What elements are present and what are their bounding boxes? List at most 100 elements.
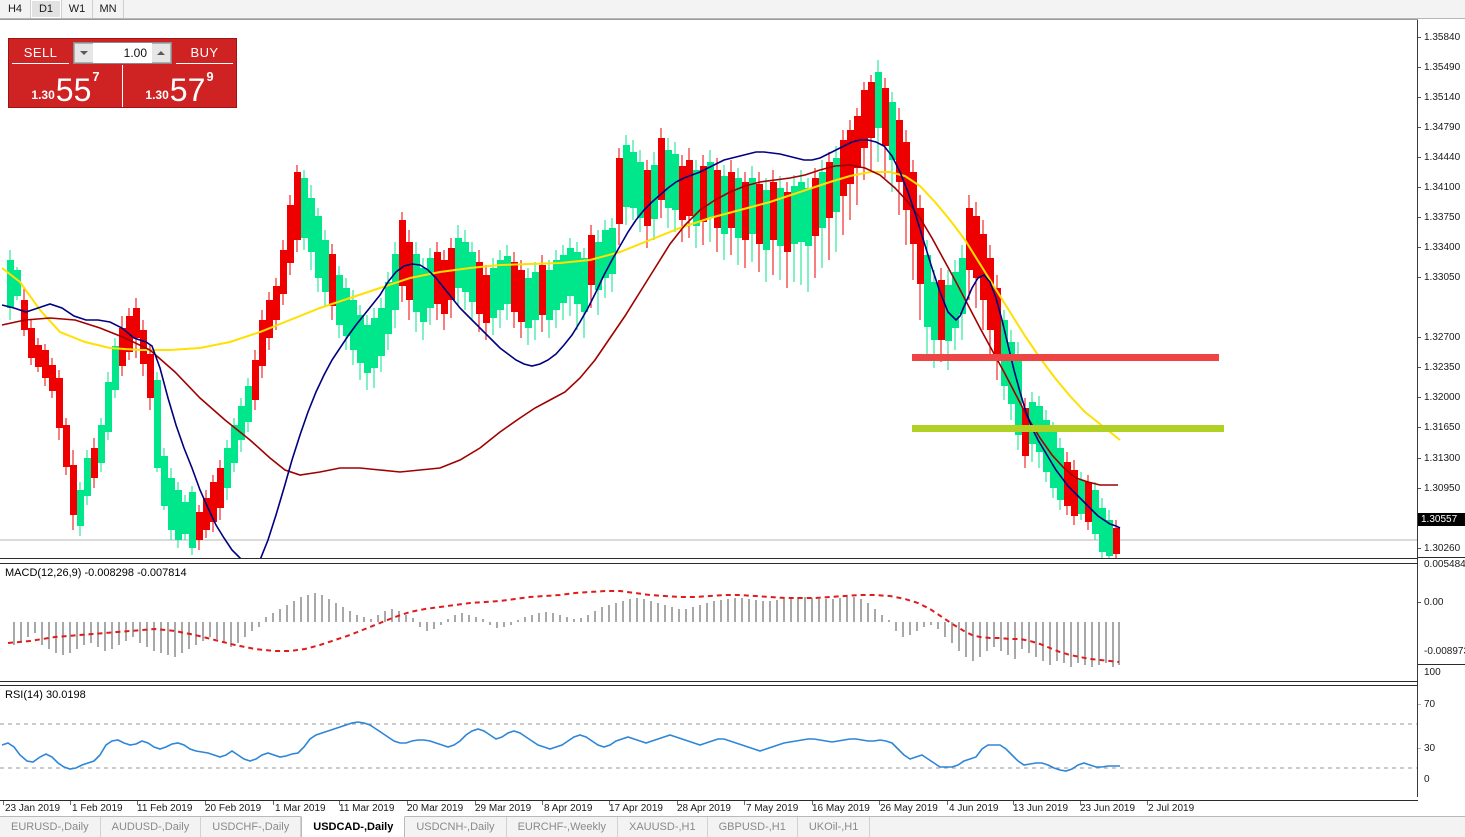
time-tick bbox=[879, 801, 880, 805]
candlestick-series bbox=[7, 60, 1120, 558]
timeframe-mn[interactable]: MN bbox=[93, 0, 124, 18]
rsi-scale[interactable]: 100 70 30 0 bbox=[1418, 666, 1465, 796]
sell-price[interactable]: 1.30 55 7 bbox=[9, 65, 123, 107]
scale-tick-dash bbox=[1418, 564, 1421, 565]
price-tick-label: 1.33750 bbox=[1424, 211, 1461, 223]
tab-xauusd-h1[interactable]: XAUUSD-,H1 bbox=[617, 817, 708, 837]
price-tick-label: 1.32000 bbox=[1424, 391, 1461, 403]
chevron-down-icon bbox=[80, 51, 88, 55]
time-axis: 23 Jan 2019 1 Feb 2019 11 Feb 2019 20 Fe… bbox=[0, 800, 1418, 816]
tab-usdcad-daily[interactable]: USDCAD-,Daily bbox=[301, 816, 406, 837]
price-tick-label: 1.30950 bbox=[1424, 482, 1461, 494]
price-chart-svg bbox=[0, 60, 1417, 558]
tab-usdchf-daily[interactable]: USDCHF-,Daily bbox=[201, 817, 302, 837]
scale-tick-dash bbox=[1418, 747, 1421, 749]
price-tick-label: 1.35140 bbox=[1424, 91, 1461, 103]
tab-eurusd-daily[interactable]: EURUSD-,Daily bbox=[0, 817, 101, 837]
volume-stepper[interactable]: 1.00 bbox=[73, 42, 172, 64]
tab-eurchf-weekly[interactable]: EURCHF-,Weekly bbox=[506, 817, 618, 837]
buy-price-base: 1.30 bbox=[145, 88, 169, 102]
tab-gbpusd-h1[interactable]: GBPUSD-,H1 bbox=[707, 817, 798, 837]
time-tick bbox=[407, 801, 408, 805]
time-label: 26 May 2019 bbox=[880, 803, 938, 814]
scale-tick-dash bbox=[1418, 96, 1421, 98]
time-label: 1 Mar 2019 bbox=[275, 803, 326, 814]
symbol-tabbar: EURUSD-,Daily AUDUSD-,Daily USDCHF-,Dail… bbox=[0, 816, 1465, 837]
timeframe-h4[interactable]: H4 bbox=[0, 0, 31, 18]
chart-frame: USDCAD-,Daily 1.30486 1.30588 1.30476 1.… bbox=[0, 19, 1465, 816]
plot-border bbox=[0, 20, 1418, 797]
scale-tick-dash bbox=[1418, 672, 1421, 673]
rsi-tick-label: 100 bbox=[1424, 666, 1441, 678]
scale-tick-dash bbox=[1418, 457, 1421, 459]
price-pane[interactable] bbox=[0, 20, 1417, 558]
scale-tick-dash bbox=[1418, 216, 1421, 218]
tab-audusd-daily[interactable]: AUDUSD-,Daily bbox=[100, 817, 202, 837]
buy-button[interactable]: BUY bbox=[176, 42, 233, 64]
price-tick-label: 1.33400 bbox=[1424, 241, 1461, 253]
scale-tick-dash bbox=[1418, 703, 1421, 705]
time-label: 13 Jun 2019 bbox=[1013, 803, 1069, 814]
time-tick bbox=[137, 801, 138, 805]
price-tick-label: 1.34100 bbox=[1424, 181, 1461, 193]
price-tick-label: 1.34790 bbox=[1424, 121, 1461, 133]
time-label: 11 Mar 2019 bbox=[339, 803, 395, 814]
time-tick bbox=[1013, 801, 1014, 805]
scale-tick-dash bbox=[1418, 66, 1421, 68]
time-label: 4 Jun 2019 bbox=[949, 803, 999, 814]
macd-signal-line bbox=[7, 590, 1120, 663]
volume-decrease-button[interactable] bbox=[74, 43, 93, 63]
price-tick-label: 1.30260 bbox=[1424, 542, 1461, 554]
scale-tick-dash bbox=[1418, 366, 1421, 368]
time-label: 16 May 2019 bbox=[812, 803, 870, 814]
price-tick-label: 1.35840 bbox=[1424, 31, 1461, 43]
tab-usdcnh-daily[interactable]: USDCNH-,Daily bbox=[405, 817, 507, 837]
timeframe-w1[interactable]: W1 bbox=[62, 0, 93, 18]
time-label: 28 Apr 2019 bbox=[677, 803, 731, 814]
sell-price-fraction: 7 bbox=[92, 69, 100, 84]
time-tick bbox=[3, 801, 4, 805]
scale-tick-dash bbox=[1418, 126, 1421, 128]
volume-increase-button[interactable] bbox=[152, 43, 171, 63]
time-label: 29 Mar 2019 bbox=[475, 803, 532, 814]
sell-price-big: 55 bbox=[55, 72, 92, 108]
time-tick bbox=[947, 801, 948, 805]
buy-price[interactable]: 1.30 57 9 bbox=[123, 65, 236, 107]
price-tick-label: 1.32700 bbox=[1424, 331, 1461, 343]
macd-pane[interactable]: MACD(12,26,9) -0.008298 -0.007814 bbox=[0, 565, 1417, 683]
timeframe-d1[interactable]: D1 bbox=[31, 0, 62, 18]
one-click-trading-panel[interactable]: SELL 1.00 BUY 1.30 55 7 1.30 57 9 bbox=[8, 38, 237, 108]
scale-tick-dash bbox=[1418, 396, 1421, 398]
scale-tick-dash bbox=[1418, 651, 1421, 652]
macd-tick-label: 0.00 bbox=[1424, 596, 1444, 608]
time-label: 20 Feb 2019 bbox=[205, 803, 262, 814]
time-label: 17 Apr 2019 bbox=[609, 803, 663, 814]
time-label: 23 Jan 2019 bbox=[5, 803, 61, 814]
rsi-pane[interactable]: RSI(14) 30.0198 bbox=[0, 687, 1417, 800]
time-tick bbox=[475, 801, 476, 805]
price-tick-label: 1.32350 bbox=[1424, 361, 1461, 373]
macd-label: MACD(12,26,9) -0.008298 -0.007814 bbox=[5, 567, 187, 579]
volume-input[interactable]: 1.00 bbox=[93, 43, 152, 63]
sell-button[interactable]: SELL bbox=[12, 42, 69, 64]
time-tick bbox=[1147, 801, 1148, 805]
price-tick-label: 1.34440 bbox=[1424, 151, 1461, 163]
time-tick bbox=[812, 801, 813, 805]
scale-tick-dash bbox=[1418, 779, 1421, 780]
rsi-tick-label: 30 bbox=[1424, 742, 1436, 754]
macd-scale[interactable]: 0.005484 0.00 -0.008973 bbox=[1418, 558, 1465, 662]
tabbar-filler bbox=[870, 817, 1465, 837]
scale-tick-dash bbox=[1418, 276, 1421, 278]
tab-ukoil-h1[interactable]: UKOil-,H1 bbox=[797, 817, 871, 837]
price-tick-label: 1.33050 bbox=[1424, 271, 1461, 283]
time-label: 1 Feb 2019 bbox=[72, 803, 123, 814]
rsi-chart-svg bbox=[0, 721, 1417, 772]
chevron-up-icon bbox=[157, 51, 165, 55]
rsi-tick-label: 0 bbox=[1424, 773, 1430, 785]
buy-price-big: 57 bbox=[169, 72, 206, 108]
oct-controls-row: SELL 1.00 BUY bbox=[9, 39, 236, 65]
ma-mid-line bbox=[1, 164, 1118, 486]
macd-tick-label: 0.005484 bbox=[1424, 558, 1465, 570]
resistance-line bbox=[912, 354, 1219, 361]
scale-sep-rsi bbox=[1418, 664, 1465, 665]
